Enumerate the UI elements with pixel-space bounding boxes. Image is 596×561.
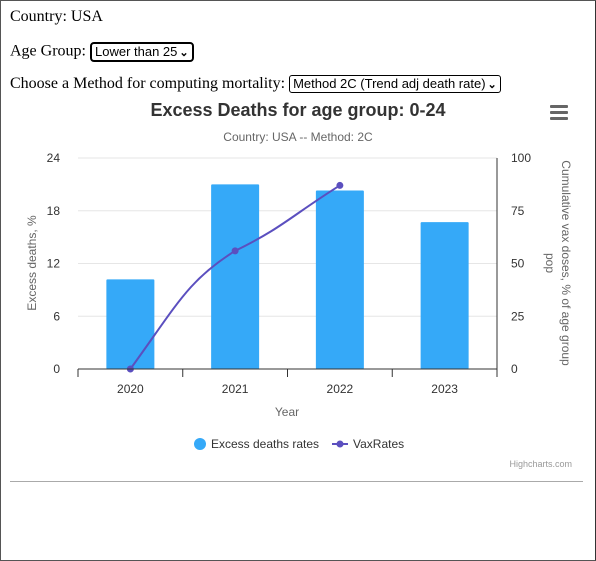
credits-link[interactable]: Highcharts.com: [509, 459, 572, 469]
y2-tick-label: 0: [511, 362, 518, 376]
legend: Excess deaths rates VaxRates: [194, 437, 404, 451]
method-selected-value: Method 2C (Trend adj death rate): [293, 76, 486, 92]
bar-excess-deaths: [211, 184, 260, 369]
legend-line-label: VaxRates: [353, 437, 404, 451]
bar-excess-deaths: [106, 279, 155, 369]
y-tick-label: 0: [53, 362, 60, 376]
vax-rate-point: [336, 181, 344, 189]
y-tick-label: 24: [47, 151, 61, 165]
age-group-row: Age Group: Lower than 25 ⌄: [10, 42, 194, 62]
x-axis-label: Year: [275, 405, 299, 419]
legend-bar-symbol: [194, 438, 206, 450]
y2-tick-label: 75: [511, 204, 525, 218]
hamburger-menu-icon[interactable]: [550, 105, 568, 121]
y2-tick-label: 50: [511, 257, 525, 271]
age-group-select[interactable]: Lower than 25 ⌄: [89, 42, 194, 62]
y2-axis-label-continued: pop: [543, 253, 557, 273]
y2-tick-label: 100: [511, 151, 531, 165]
legend-bar-label: Excess deaths rates: [211, 437, 319, 451]
y-tick-label: 18: [47, 204, 61, 218]
x-tick-label: 2022: [327, 382, 354, 396]
age-group-label: Age Group:: [10, 42, 86, 60]
bar-excess-deaths: [315, 190, 364, 369]
country-label: Country:: [10, 8, 67, 25]
country-value: USA: [70, 8, 103, 25]
age-group-selected-value: Lower than 25: [94, 44, 178, 59]
x-tick-label: 2020: [117, 382, 144, 396]
divider: [10, 481, 583, 482]
y-axis-label: Excess deaths, %: [25, 215, 39, 311]
legend-line-marker: [336, 440, 344, 448]
chart-title: Excess Deaths for age group: 0-24: [150, 100, 446, 120]
method-row: Choose a Method for computing mortality:…: [10, 75, 501, 94]
chevron-down-icon: ⌄: [179, 47, 189, 59]
bar-series: [106, 184, 469, 369]
vax-rate-point: [231, 247, 239, 255]
bar-excess-deaths: [420, 222, 469, 369]
y2-axis-label: Cumulative vax doses, % of age group: [559, 160, 573, 366]
line-series: [126, 181, 344, 373]
chart-subtitle: Country: USA -- Method: 2C: [223, 130, 373, 144]
country-row: Country: USA: [10, 8, 103, 26]
x-tick-label: 2021: [222, 382, 249, 396]
y2-tick-label: 25: [511, 309, 525, 323]
y-tick-label: 6: [53, 309, 60, 323]
chevron-down-icon: ⌄: [487, 79, 497, 92]
axes: 0 6 12 18 24 0 25 50 75 100 2020 2021 2022 2023: [47, 151, 532, 396]
y-tick-label: 12: [47, 257, 61, 271]
x-tick-label: 2023: [431, 382, 458, 396]
method-select[interactable]: Method 2C (Trend adj death rate) ⌄: [289, 75, 501, 94]
method-label: Choose a Method for computing mortality:: [10, 75, 286, 92]
